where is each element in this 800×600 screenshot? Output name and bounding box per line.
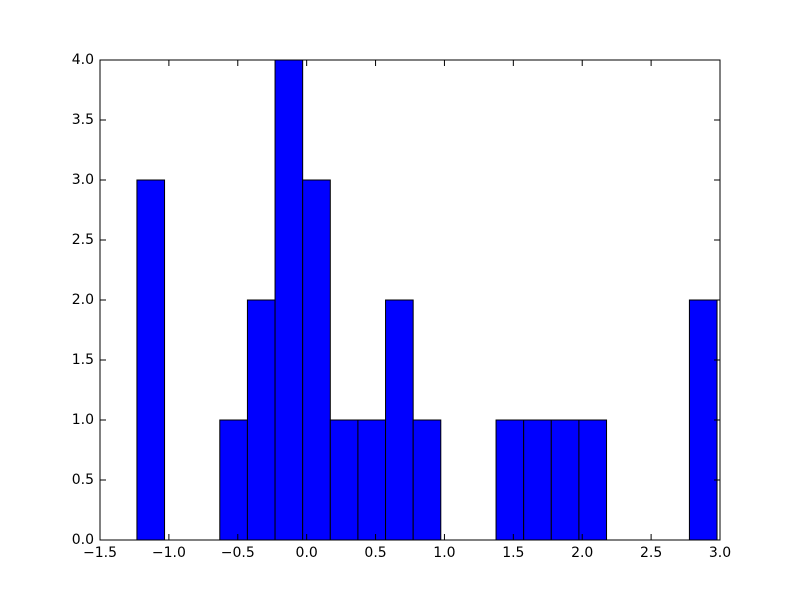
x-tick-label: 0.0 bbox=[296, 545, 318, 561]
bar bbox=[302, 179, 331, 541]
x-tick-label: 1.0 bbox=[433, 545, 455, 561]
y-tick-label: 2.0 bbox=[72, 292, 94, 308]
x-tick-label: 0.5 bbox=[364, 545, 386, 561]
x-tick-label: 2.0 bbox=[571, 545, 593, 561]
y-tick-label: 2.5 bbox=[72, 232, 94, 248]
bar bbox=[385, 299, 414, 541]
y-tick-label: 0.0 bbox=[72, 532, 94, 548]
x-tick-label: −1.5 bbox=[83, 545, 117, 561]
x-tick-label: −0.5 bbox=[221, 545, 255, 561]
bar bbox=[550, 419, 580, 541]
bar bbox=[412, 419, 442, 541]
y-tick-label: 0.5 bbox=[72, 472, 94, 488]
bar bbox=[246, 299, 276, 541]
x-tick-label: 2.5 bbox=[640, 545, 662, 561]
y-tick-label: 3.0 bbox=[72, 172, 94, 188]
bar bbox=[274, 59, 304, 541]
x-tick-label: 1.5 bbox=[502, 545, 524, 561]
bar bbox=[523, 419, 552, 541]
bar bbox=[688, 299, 718, 541]
y-tick-label: 1.0 bbox=[72, 412, 94, 428]
bar bbox=[578, 419, 608, 541]
bar bbox=[136, 179, 166, 541]
y-tick-label: 3.5 bbox=[72, 112, 94, 128]
bar bbox=[219, 419, 248, 541]
y-tick-label: 1.5 bbox=[72, 352, 94, 368]
bar bbox=[357, 419, 387, 541]
x-tick-label: 3.0 bbox=[709, 545, 731, 561]
x-tick-label: −1.0 bbox=[152, 545, 186, 561]
bar bbox=[495, 419, 525, 541]
bar bbox=[329, 419, 359, 541]
y-tick-label: 4.0 bbox=[72, 52, 94, 68]
